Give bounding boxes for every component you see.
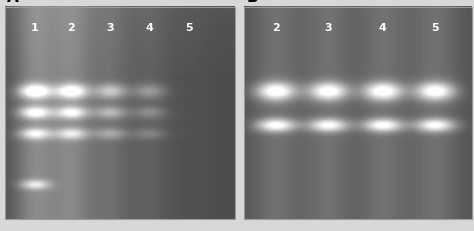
Text: 2: 2 xyxy=(272,23,280,33)
Text: 5: 5 xyxy=(431,23,439,33)
Text: 2: 2 xyxy=(67,23,75,33)
Bar xyxy=(244,7,472,219)
Text: A: A xyxy=(7,0,19,5)
Text: 4: 4 xyxy=(146,23,154,33)
Text: 5: 5 xyxy=(185,23,192,33)
Text: 1: 1 xyxy=(31,23,38,33)
Bar xyxy=(5,7,235,219)
Text: 3: 3 xyxy=(325,23,332,33)
Text: 4: 4 xyxy=(379,23,387,33)
Text: B: B xyxy=(246,0,258,5)
Text: 3: 3 xyxy=(107,23,114,33)
